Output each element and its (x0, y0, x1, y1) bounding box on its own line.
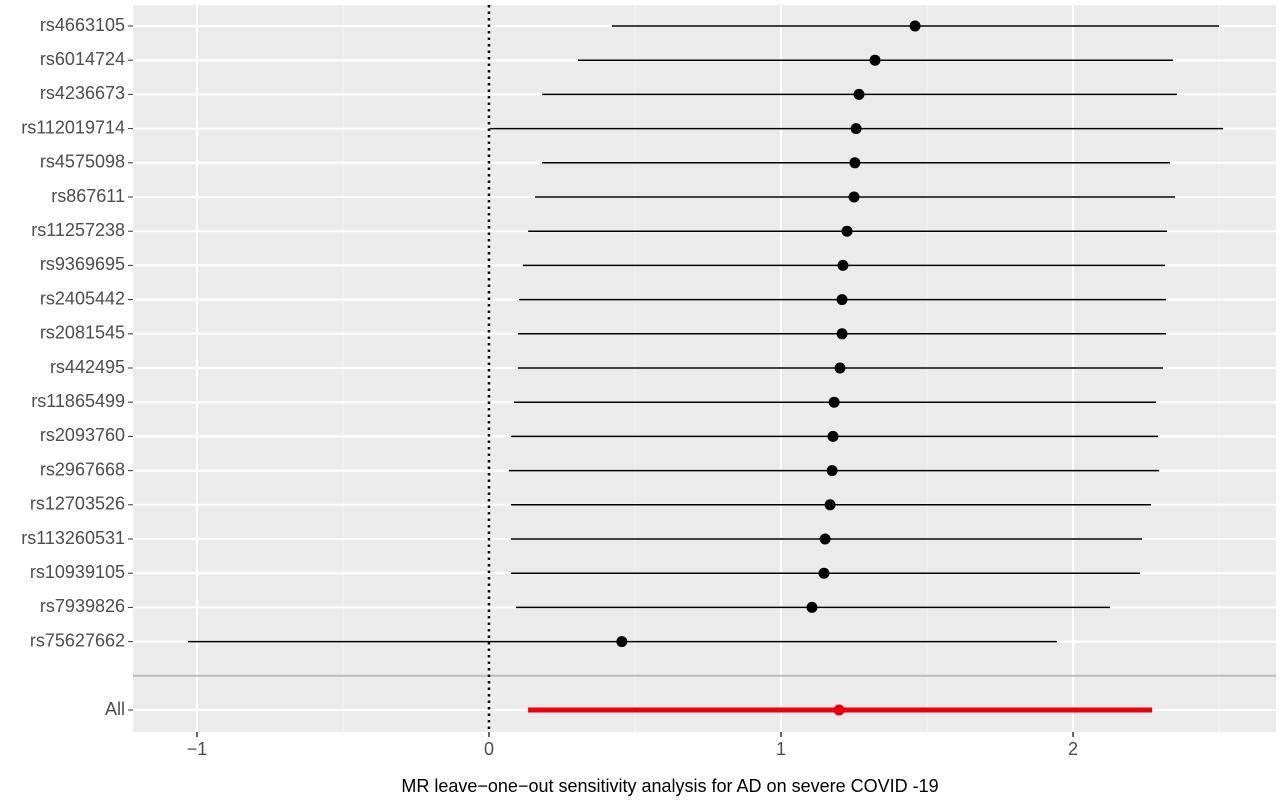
y-tick-label: rs2405442 (40, 288, 125, 308)
y-tick-label: rs2967668 (40, 459, 125, 479)
y-tick-label: All (105, 699, 125, 719)
x-tick-label: 0 (484, 739, 494, 759)
y-tick-label: rs867611 (51, 186, 125, 206)
y-tick-label: rs4236673 (40, 83, 125, 103)
y-tick-label: rs10939105 (30, 562, 125, 582)
point (833, 704, 845, 716)
point (828, 396, 840, 408)
y-tick-label: rs11257238 (31, 220, 125, 240)
x-tick-label: −1 (187, 739, 208, 759)
point (836, 328, 848, 340)
y-tick-label: rs75627662 (30, 630, 125, 650)
y-tick-label: rs7939826 (40, 596, 125, 616)
point (849, 157, 861, 169)
point (850, 123, 862, 135)
x-tick-label: 1 (776, 739, 786, 759)
point (848, 191, 860, 203)
y-tick-label: rs442495 (50, 357, 125, 377)
y-tick-label: rs9369695 (40, 254, 125, 274)
x-tick-label: 2 (1068, 739, 1078, 759)
y-tick-label: rs4575098 (40, 152, 125, 172)
point (909, 20, 921, 32)
point (824, 499, 836, 511)
point (616, 636, 628, 648)
point (834, 362, 846, 374)
point (836, 294, 848, 306)
point (818, 567, 830, 579)
point (837, 259, 849, 271)
y-tick-label: rs113260531 (21, 528, 125, 548)
y-tick-label: rs11865499 (31, 391, 125, 411)
point (819, 533, 831, 545)
y-tick-label: rs4663105 (40, 15, 125, 35)
point (827, 430, 839, 442)
y-tick-label: rs2081545 (40, 323, 125, 343)
point (826, 465, 838, 477)
x-axis-label: MR leave−one−out sensitivity analysis fo… (401, 776, 938, 796)
point (841, 225, 853, 237)
y-tick-label: rs112019714 (21, 117, 125, 137)
y-tick-label: rs6014724 (40, 49, 125, 69)
y-tick-label: rs2093760 (40, 425, 125, 445)
y-tick-label: rs12703526 (30, 494, 125, 514)
point (806, 601, 818, 613)
point (869, 54, 881, 66)
point (853, 88, 865, 100)
